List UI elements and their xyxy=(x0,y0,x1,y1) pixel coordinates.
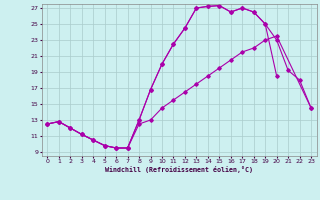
X-axis label: Windchill (Refroidissement éolien,°C): Windchill (Refroidissement éolien,°C) xyxy=(105,166,253,173)
